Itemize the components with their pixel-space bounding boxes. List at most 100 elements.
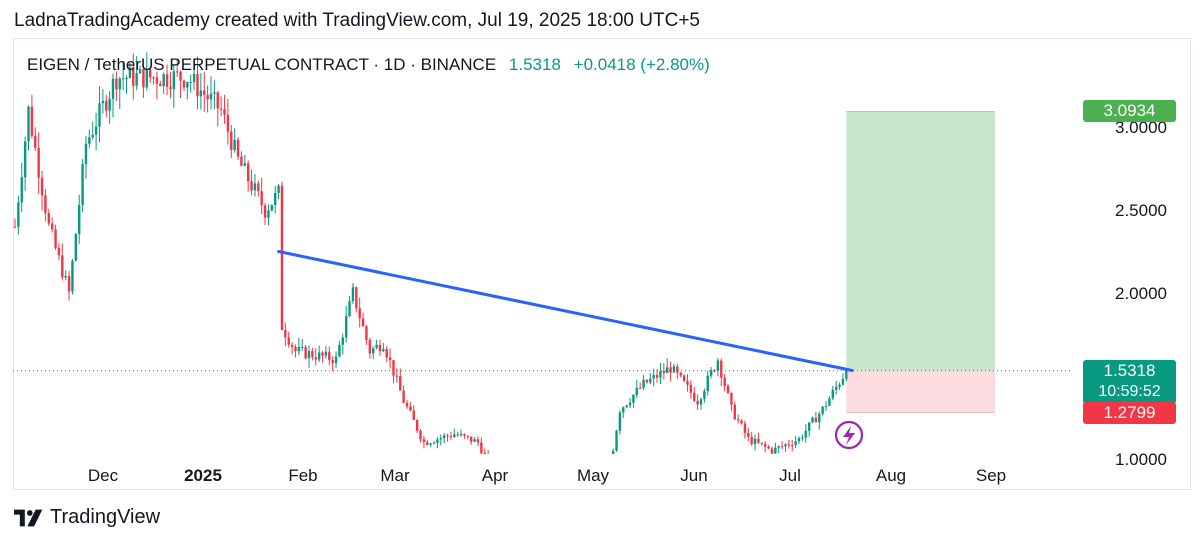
candle-body: [314, 357, 317, 360]
candle: [473, 437, 476, 443]
candle: [409, 402, 412, 412]
x-tick-label: Apr: [482, 466, 509, 485]
candle: [696, 394, 699, 410]
candle: [179, 70, 182, 99]
candle: [679, 371, 682, 378]
candle-body: [726, 385, 730, 393]
candle: [365, 324, 368, 345]
candle-body: [304, 347, 307, 359]
candle-body: [155, 77, 159, 84]
candle: [487, 450, 489, 454]
candle: [17, 195, 20, 235]
candle: [463, 433, 466, 439]
candle: [676, 363, 679, 379]
candle-body: [801, 437, 804, 439]
candle: [216, 90, 219, 127]
candle: [118, 76, 121, 109]
x-tick-label: 2025: [184, 466, 222, 485]
candle: [743, 420, 747, 439]
candle-body: [20, 177, 23, 203]
candle-body: [74, 234, 78, 261]
candle: [226, 98, 230, 145]
candle-body: [709, 370, 713, 376]
candle: [760, 442, 764, 446]
candle-body: [615, 430, 618, 451]
candle: [511, 486, 513, 490]
candle: [20, 162, 23, 213]
candle: [314, 348, 317, 366]
candle: [324, 345, 328, 359]
candle: [301, 339, 304, 352]
candle-body: [341, 337, 344, 345]
candle-body: [568, 476, 570, 478]
candle: [50, 217, 54, 233]
candle: [270, 204, 274, 212]
candle-body: [811, 417, 814, 423]
candle-body: [804, 430, 807, 438]
candle-body: [676, 366, 679, 373]
candle: [777, 445, 780, 454]
candle: [750, 432, 753, 446]
candle: [71, 258, 74, 295]
x-tick-label: May: [577, 466, 610, 485]
candle: [747, 427, 750, 442]
candle-body: [794, 441, 797, 446]
candle: [382, 342, 385, 353]
candle-body: [189, 82, 192, 84]
candle-body: [358, 308, 361, 319]
target-price-tag: 3.0934: [1083, 100, 1176, 123]
candle: [635, 379, 638, 399]
candle-body: [219, 108, 223, 110]
candle: [514, 484, 516, 490]
x-tick-label: Feb: [288, 466, 317, 485]
candle-body: [280, 185, 284, 330]
lightning-event-icon[interactable]: [834, 420, 864, 450]
candle: [611, 448, 615, 454]
candle-body: [17, 202, 20, 227]
candle: [392, 360, 395, 384]
candle-body: [770, 448, 774, 454]
candle: [203, 72, 206, 112]
candle: [405, 399, 409, 409]
candle-body: [233, 139, 236, 151]
candle-body: [757, 438, 760, 443]
candle: [372, 346, 375, 360]
candle-body: [294, 346, 297, 352]
candle-body: [388, 357, 392, 361]
candle: [13, 218, 17, 229]
candle: [595, 456, 597, 465]
candle: [548, 482, 550, 486]
symbol-title: EIGEN / TetherUS PERPETUAL CONTRACT · 1D…: [27, 55, 497, 74]
candle: [54, 224, 57, 251]
candle: [297, 337, 301, 355]
candle-body: [382, 349, 385, 352]
candle: [209, 76, 213, 110]
candle-body: [250, 181, 253, 191]
candle-body: [703, 391, 706, 400]
candle-body: [348, 301, 351, 317]
candle-body: [253, 183, 257, 191]
candle: [145, 52, 148, 91]
candle: [199, 73, 203, 110]
candle-body: [267, 210, 270, 218]
candle-body: [138, 69, 142, 74]
candle-body: [463, 434, 466, 436]
candle-body: [176, 71, 179, 73]
candle-body: [186, 82, 189, 88]
candle: [192, 63, 196, 91]
candle: [804, 424, 807, 443]
candle: [44, 189, 47, 222]
candle-body: [446, 435, 449, 437]
candle-body: [88, 137, 91, 144]
candle: [797, 436, 801, 445]
candle: [213, 80, 216, 110]
candle: [720, 358, 723, 387]
candle-body: [422, 439, 426, 443]
candle-body: [554, 478, 556, 481]
candle-body: [439, 438, 442, 440]
footer-brand: TradingView: [50, 506, 161, 528]
candle-body: [159, 83, 162, 87]
candle-body: [459, 434, 463, 436]
candle: [88, 129, 91, 149]
